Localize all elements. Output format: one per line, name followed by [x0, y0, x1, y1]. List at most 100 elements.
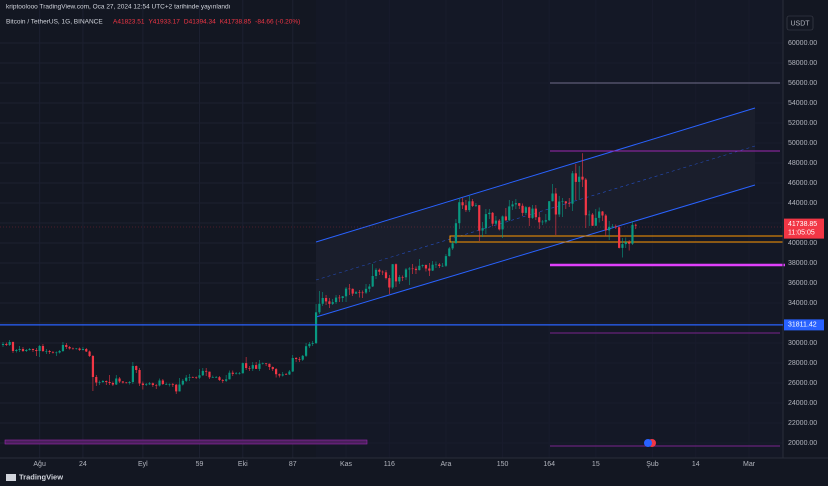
candle-body: [434, 264, 438, 266]
y-tick-label: 38000.00: [788, 260, 817, 267]
y-tick-label: 56000.00: [788, 80, 817, 87]
y-tick-label: 44000.00: [788, 200, 817, 207]
candle-body: [75, 348, 78, 350]
logo-icon: [6, 474, 16, 481]
candle-body: [454, 223, 458, 244]
candle-body: [304, 346, 308, 356]
channel-lower: [315, 184, 756, 318]
y-tick-label: 48000.00: [788, 160, 817, 167]
candle-body: [564, 201, 567, 204]
published: kriptoolooo TradingView.com, Oca 27, 202…: [6, 4, 231, 11]
candle-body: [568, 203, 571, 204]
candle-body: [394, 264, 398, 282]
ohlc-value: K41738.85: [220, 19, 252, 26]
y-tick-label: 34000.00: [788, 300, 817, 307]
candle-body: [95, 377, 98, 383]
candle-body: [268, 363, 271, 367]
candle-body: [471, 201, 474, 206]
candle-body: [438, 264, 441, 266]
candle-body: [391, 264, 394, 288]
ohlc-value: Y41933.17: [148, 19, 180, 26]
candle-body: [265, 363, 268, 364]
candle-body: [364, 288, 368, 293]
candle-body: [105, 381, 108, 382]
candle-body: [314, 312, 318, 344]
candle-body: [318, 303, 321, 313]
candle-body: [125, 382, 128, 384]
x-tick-label: 14: [692, 461, 700, 468]
candle-body: [534, 208, 537, 218]
y-tick-label: 58000.00: [788, 60, 817, 67]
candle-body: [55, 352, 58, 354]
y-tick-label: 46000.00: [788, 180, 817, 187]
candle-body: [218, 377, 221, 380]
candle-body: [398, 277, 401, 282]
candle-body: [15, 350, 18, 351]
candle-body: [561, 201, 564, 202]
candle-body: [558, 201, 561, 215]
candle-body: [601, 211, 604, 216]
candle-body: [481, 228, 484, 231]
currency-box[interactable]: [786, 15, 814, 31]
candle-body: [538, 217, 541, 223]
candle-body: [474, 205, 478, 206]
x-tick-label: 24: [79, 461, 87, 468]
candle-body: [524, 207, 527, 213]
candle-body: [414, 268, 418, 271]
candle-body: [118, 378, 121, 382]
candle-body: [518, 203, 521, 206]
y-tick-label: 50000.00: [788, 140, 817, 147]
candle-body: [528, 207, 531, 218]
candle-body: [298, 359, 301, 360]
candle-body: [198, 375, 201, 378]
y-tick-label: 28000.00: [788, 360, 817, 367]
y-tick-label: 60000.00: [788, 40, 817, 47]
candle-body: [41, 346, 45, 351]
candle-body: [131, 366, 134, 382]
candle-body: [51, 352, 55, 353]
candle-body: [68, 347, 71, 349]
candle-body: [404, 269, 408, 278]
candle-body: [88, 351, 91, 356]
x-tick-label: 15: [592, 461, 600, 468]
x-tick-label: 59: [196, 461, 204, 468]
candle-body: [504, 216, 508, 221]
candle-body: [141, 383, 144, 385]
candle-body: [421, 265, 424, 266]
candle-body: [541, 221, 544, 223]
candle-body: [584, 179, 587, 216]
candle-body: [594, 217, 597, 226]
candle-body: [278, 374, 281, 376]
candle-body: [238, 373, 241, 374]
candle-body: [135, 366, 138, 370]
candle-body: [128, 382, 131, 383]
candle-body: [571, 173, 574, 204]
y-tick-label: 24000.00: [788, 400, 817, 407]
footer: [0, 470, 828, 486]
flag-icon[interactable]: [644, 439, 652, 447]
candle-body: [498, 220, 501, 230]
candle-body: [334, 297, 338, 303]
channel-upper: [315, 107, 756, 243]
x-tick-label: 116: [384, 461, 395, 468]
logo: TradingView: [19, 472, 63, 481]
candle-body: [5, 344, 8, 345]
candle-body: [448, 248, 451, 257]
candle-body: [591, 214, 594, 226]
candle-body: [348, 288, 351, 290]
candle-body: [18, 349, 21, 350]
candle-body: [228, 372, 231, 380]
candle-body: [424, 265, 428, 269]
candle-body: [338, 297, 341, 299]
candle-body: [378, 269, 381, 272]
y-tick-label: 30000.00: [788, 340, 817, 347]
candle-body: [71, 348, 75, 350]
candle-body: [478, 205, 481, 231]
candle-body: [578, 176, 581, 182]
ohlc-value: A41823.51: [113, 19, 145, 26]
candle-body: [328, 301, 331, 304]
candle-body: [368, 286, 371, 289]
candle-body: [381, 271, 384, 273]
candle-body: [551, 193, 554, 202]
